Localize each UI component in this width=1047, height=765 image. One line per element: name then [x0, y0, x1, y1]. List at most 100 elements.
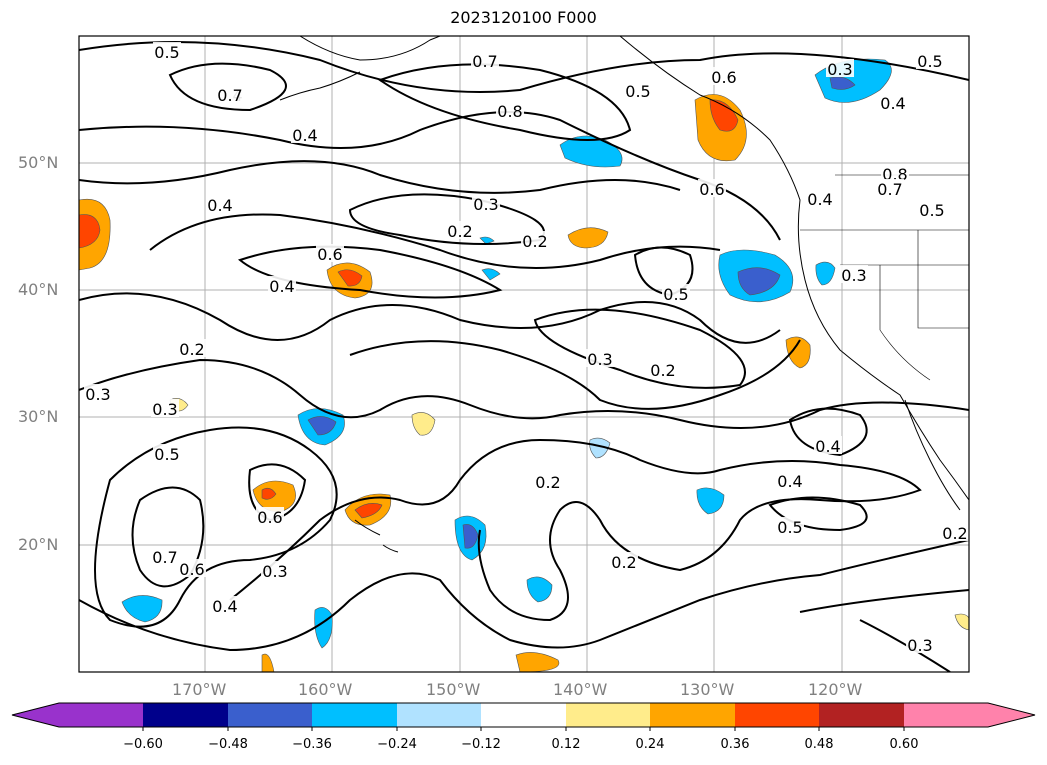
contour-label: 0.2 [179, 340, 204, 359]
warm-blob [954, 613, 969, 631]
lat-label: 40°N [18, 280, 59, 299]
contour-label-bg [291, 125, 319, 143]
contour-label-bg [256, 507, 284, 525]
contour-label: 0.6 [317, 245, 342, 264]
lon-label: 140°W [553, 680, 608, 699]
cool-core [307, 416, 337, 436]
contour-label-bg [84, 384, 112, 402]
contour-label-bg [776, 471, 804, 489]
contour-label: 0.4 [292, 126, 317, 145]
warm-blob [252, 480, 296, 513]
lat-label: 50°N [18, 153, 59, 172]
contour-label: 0.5 [154, 43, 179, 62]
cool-core [462, 524, 479, 549]
contour-label-bg [496, 101, 524, 119]
contour-label-bg [178, 559, 206, 577]
warm-core [709, 99, 739, 132]
warm-core [337, 269, 363, 287]
lon-label: 150°W [426, 680, 481, 699]
contour-label-bg [879, 93, 907, 111]
contour-label: 0.2 [522, 232, 547, 251]
contour-label: 0.3 [262, 562, 287, 581]
contour-label-bg [698, 179, 726, 197]
contour-label-bg [649, 360, 677, 378]
colorbar-segment [59, 703, 143, 727]
contour-label: 0.2 [650, 361, 675, 380]
contour-label: 0.6 [711, 68, 736, 87]
warm-core [354, 503, 383, 519]
contour-label: 0.7 [877, 180, 902, 199]
colorbar-segment [566, 703, 650, 727]
colorbar-tick: 0.24 [635, 737, 665, 752]
contour-label: 0.7 [472, 52, 497, 71]
warm-blob [411, 412, 436, 436]
colorbar-segment [143, 703, 228, 727]
colorbar-segment [904, 703, 988, 727]
colorbar-segment [481, 703, 566, 727]
lat-label: 30°N [18, 407, 59, 426]
contour-label: 0.5 [154, 445, 179, 464]
contour-label-bg [776, 517, 804, 535]
contour-label-bg [521, 231, 549, 249]
colorbar-tick: −0.24 [377, 737, 417, 752]
contour-label-bg [941, 523, 969, 541]
cool-blob [314, 607, 333, 649]
contour-label: 0.3 [473, 195, 498, 214]
aleutian-islands [279, 71, 361, 101]
contour-label-bg [216, 85, 244, 103]
contour-label-bg [624, 81, 652, 99]
contour-label-bg [153, 444, 181, 462]
cool-blob [526, 576, 553, 603]
warm-blob [567, 227, 609, 249]
colorbar-tick: 0.60 [889, 737, 919, 752]
colorbar-tick: −0.60 [123, 737, 163, 752]
contour-label-bg [814, 436, 842, 454]
contour-label-bg [206, 195, 234, 213]
contour-label: 0.5 [917, 52, 942, 71]
contour-label-bg [826, 59, 854, 77]
colorbar-segment [228, 703, 312, 727]
contour-label-bg [586, 349, 614, 367]
contour-label: 0.2 [611, 553, 636, 572]
contour-label: 0.6 [699, 180, 724, 199]
contour-label-bg [211, 596, 239, 614]
contour-label-bg [472, 194, 500, 212]
lon-label: 130°W [680, 680, 735, 699]
contour-label-bg [881, 164, 909, 182]
contour-label: 0.2 [942, 524, 967, 543]
contour-label: 0.3 [827, 60, 852, 79]
colorbar-segment [312, 703, 397, 727]
colorbar [11, 702, 1036, 731]
colorbar-tick: 0.36 [720, 737, 750, 752]
contour-label: 0.6 [257, 508, 282, 527]
contour-label-bg [806, 189, 834, 207]
contour-label-bg [906, 635, 934, 653]
map-frame [78, 35, 970, 673]
contour-label: 0.4 [807, 190, 832, 209]
contour-label-bg [178, 339, 206, 357]
lat-label: 20°N [18, 535, 59, 554]
contour-label: 0.3 [841, 266, 866, 285]
contour-label: 0.3 [907, 636, 932, 655]
contour-label: 0.4 [777, 472, 802, 491]
contour-label: 0.7 [152, 548, 177, 567]
contour-label-bg [471, 51, 499, 69]
contour-label-bg [534, 472, 562, 490]
lon-label: 160°W [298, 680, 353, 699]
cool-blob [696, 487, 725, 515]
contour-label-bg [710, 67, 738, 85]
contour-label: 0.4 [880, 94, 905, 113]
contour-label: 0.7 [217, 86, 242, 105]
colorbar-segment [819, 703, 904, 727]
contour-label-bg [151, 547, 179, 565]
warm-blob [785, 336, 811, 369]
contour-label: 0.4 [815, 437, 840, 456]
hawaii-islands [354, 519, 399, 553]
contour-label-bg [316, 244, 344, 262]
lon-label: 120°W [808, 680, 863, 699]
cool-blob [479, 236, 495, 245]
cool-core [737, 267, 781, 296]
anomaly-shading [79, 58, 969, 672]
colorbar-extend-low [12, 703, 59, 727]
